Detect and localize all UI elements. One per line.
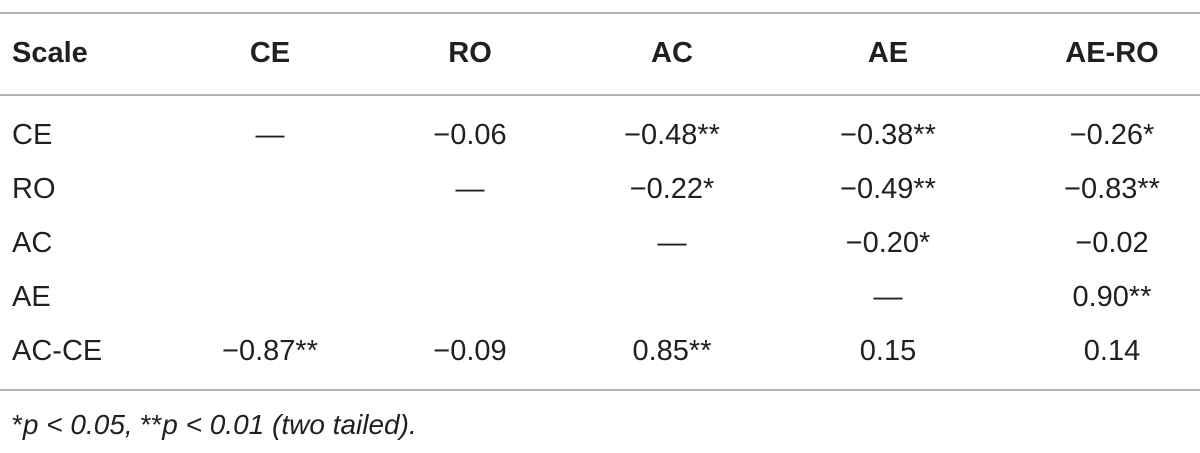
table-cell: −0.20* (845, 227, 931, 259)
table-cell: −0.06 (433, 119, 507, 151)
row-label: RO (12, 173, 56, 205)
table-cell: −0.87** (222, 335, 318, 367)
table-cell: −0.49** (840, 173, 936, 205)
row-label: AC (12, 227, 53, 259)
footnote: *p < 0.05, **p < 0.01 (two tailed). (12, 407, 417, 443)
top-rule (0, 12, 1200, 14)
bottom-rule (0, 389, 1200, 391)
header-cell: Scale (12, 37, 88, 69)
table-cell: — (873, 281, 903, 313)
row-label: CE (12, 119, 53, 151)
header-cell: AE (867, 37, 909, 69)
table-cell: −0.83** (1064, 173, 1160, 205)
footnote-text: p < 0.05, (22, 409, 141, 440)
table-cell: — (255, 119, 285, 151)
header-rule (0, 94, 1200, 96)
header-cell: CE (249, 37, 291, 69)
footnote-text: p < 0.01 (two tailed). (162, 409, 417, 440)
row-label: AE (12, 281, 51, 313)
table-cell: 0.90** (1072, 281, 1152, 313)
table-cell: 0.15 (859, 335, 917, 367)
header-cell: AE-RO (1065, 37, 1159, 69)
header-cell: RO (448, 37, 492, 69)
row-label: AC-CE (12, 335, 103, 367)
header-cell: AC (651, 37, 693, 69)
table-cell: −0.38** (840, 119, 936, 151)
table-cell: −0.09 (433, 335, 507, 367)
footnote-mark: * (12, 409, 23, 440)
table-cell: 0.85** (632, 335, 712, 367)
footnote-mark: ** (140, 409, 163, 440)
table-cell: −0.02 (1075, 227, 1149, 259)
table-cell: — (657, 227, 687, 259)
table-cell: −0.22* (629, 173, 715, 205)
table-cell: — (455, 173, 485, 205)
table-cell: −0.48** (624, 119, 720, 151)
table-cell: 0.14 (1083, 335, 1141, 367)
table-cell: −0.26* (1069, 119, 1155, 151)
